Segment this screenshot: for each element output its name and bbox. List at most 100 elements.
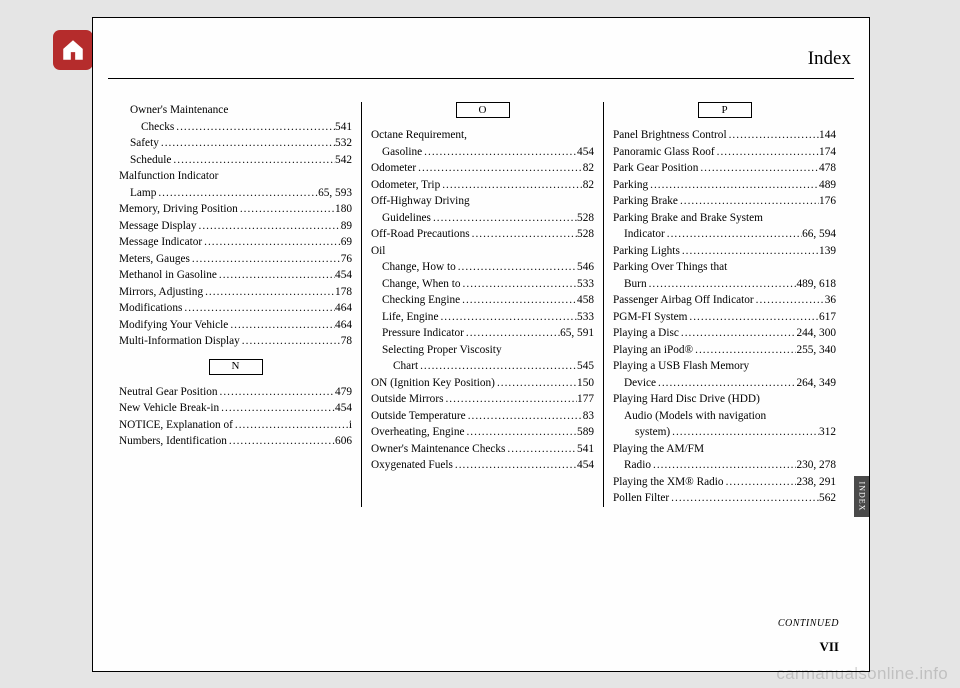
leader-dots [687,309,819,326]
home-icon[interactable] [53,30,93,70]
entry-label: Owner's Maintenance [130,102,228,119]
index-entry: Message Indicator 69 [119,234,352,251]
leader-dots [182,300,335,317]
index-entry: Overheating, Engine 589 [371,424,594,441]
index-entry: Methanol in Gasoline 454 [119,267,352,284]
index-entry: Audio (Models with navigation [613,408,836,425]
entry-label: Outside Mirrors [371,391,443,408]
leader-dots [727,127,819,144]
index-entry: New Vehicle Break-in 454 [119,400,352,417]
leader-dots [233,417,349,434]
leader-dots [156,185,318,202]
index-entry: Outside Temperature 83 [371,408,594,425]
leader-dots [669,490,819,507]
index-entry: Parking 489 [613,177,836,194]
index-entry: Numbers, Identification 606 [119,433,352,450]
leader-dots [456,259,577,276]
index-entry: Safety 532 [119,135,352,152]
entry-label: Playing the AM/FM [613,441,704,458]
index-entry: Selecting Proper Viscosity [371,342,594,359]
leader-dots [438,309,577,326]
entry-page: 65, 591 [560,325,594,342]
entry-label: Odometer, Trip [371,177,440,194]
entry-label: ON (Ignition Key Position) [371,375,495,392]
entry-label: Meters, Gauges [119,251,190,268]
entry-label: Numbers, Identification [119,433,227,450]
index-entry: Memory, Driving Position 180 [119,201,352,218]
index-entry: Radio 230, 278 [613,457,836,474]
house-icon [60,37,86,63]
leader-dots [754,292,825,309]
index-entry: Owner's Maintenance [119,102,352,119]
leader-dots [461,276,578,293]
index-entry: Playing the AM/FM [613,441,836,458]
watermark: carmanualsonline.info [776,664,948,684]
entry-page: 36 [825,292,836,309]
entry-page: 78 [341,333,352,350]
leader-dots [460,292,577,309]
index-entry: Park Gear Position 478 [613,160,836,177]
leader-dots [418,358,577,375]
entry-label: Change, How to [382,259,456,276]
entry-label: Burn [624,276,647,293]
entry-page: 83 [583,408,594,425]
entry-label: Pollen Filter [613,490,669,507]
index-entry: Parking Lights 139 [613,243,836,260]
leader-dots [159,135,335,152]
leader-dots [680,243,819,260]
index-entry: Schedule 542 [119,152,352,169]
index-entry: Malfunction Indicator [119,168,352,185]
index-entry: Burn 489, 618 [613,276,836,293]
letter-heading: N [209,359,263,375]
leader-dots [416,160,583,177]
entry-page: 139 [819,243,836,260]
entry-label: Message Display [119,218,197,235]
index-entry: system) 312 [613,424,836,441]
entry-page: 65, 593 [318,185,352,202]
index-entry: Panoramic Glass Roof 174 [613,144,836,161]
index-entry: Passenger Airbag Off Indicator 36 [613,292,836,309]
index-entry: Panel Brightness Control 144 [613,127,836,144]
index-entry: Multi-Information Display 78 [119,333,352,350]
side-tab-index: INDEX [854,476,869,517]
entry-label: Playing a USB Flash Memory [613,358,749,375]
index-entry: Checks 541 [119,119,352,136]
entry-label: Change, When to [382,276,461,293]
entry-label: Playing an iPod® [613,342,693,359]
leader-dots [464,424,577,441]
leader-dots [495,375,577,392]
entry-label: Oxygenated Fuels [371,457,453,474]
index-entry: Off-Road Precautions 528 [371,226,594,243]
entry-label: Guidelines [382,210,431,227]
entry-label: Modifying Your Vehicle [119,317,228,334]
index-entry: Chart 545 [371,358,594,375]
leader-dots [656,375,796,392]
index-entry: Modifying Your Vehicle 464 [119,317,352,334]
entry-page: 312 [819,424,836,441]
entry-label: Selecting Proper Viscosity [382,342,502,359]
entry-page: 454 [577,144,594,161]
entry-label: Panoramic Glass Roof [613,144,715,161]
index-entry: Guidelines 528 [371,210,594,227]
index-entry: Playing Hard Disc Drive (HDD) [613,391,836,408]
entry-page: 541 [577,441,594,458]
index-entry: Oil [371,243,594,260]
leader-dots [665,226,802,243]
entry-page: 489 [819,177,836,194]
leader-dots [197,218,341,235]
header-rule [108,78,854,79]
entry-page: 174 [819,144,836,161]
leader-dots [715,144,819,161]
entry-label: Playing a Disc [613,325,679,342]
index-entry: Octane Requirement, [371,127,594,144]
page-number: VII [819,639,839,655]
index-entry: Pollen Filter 562 [613,490,836,507]
entry-page: 178 [335,284,352,301]
entry-page: 489, 618 [796,276,836,293]
index-entry: Outside Mirrors 177 [371,391,594,408]
leader-dots [440,177,582,194]
entry-page: 478 [819,160,836,177]
entry-page: 89 [341,218,352,235]
index-entry: Change, When to 533 [371,276,594,293]
index-entry: Odometer, Trip 82 [371,177,594,194]
